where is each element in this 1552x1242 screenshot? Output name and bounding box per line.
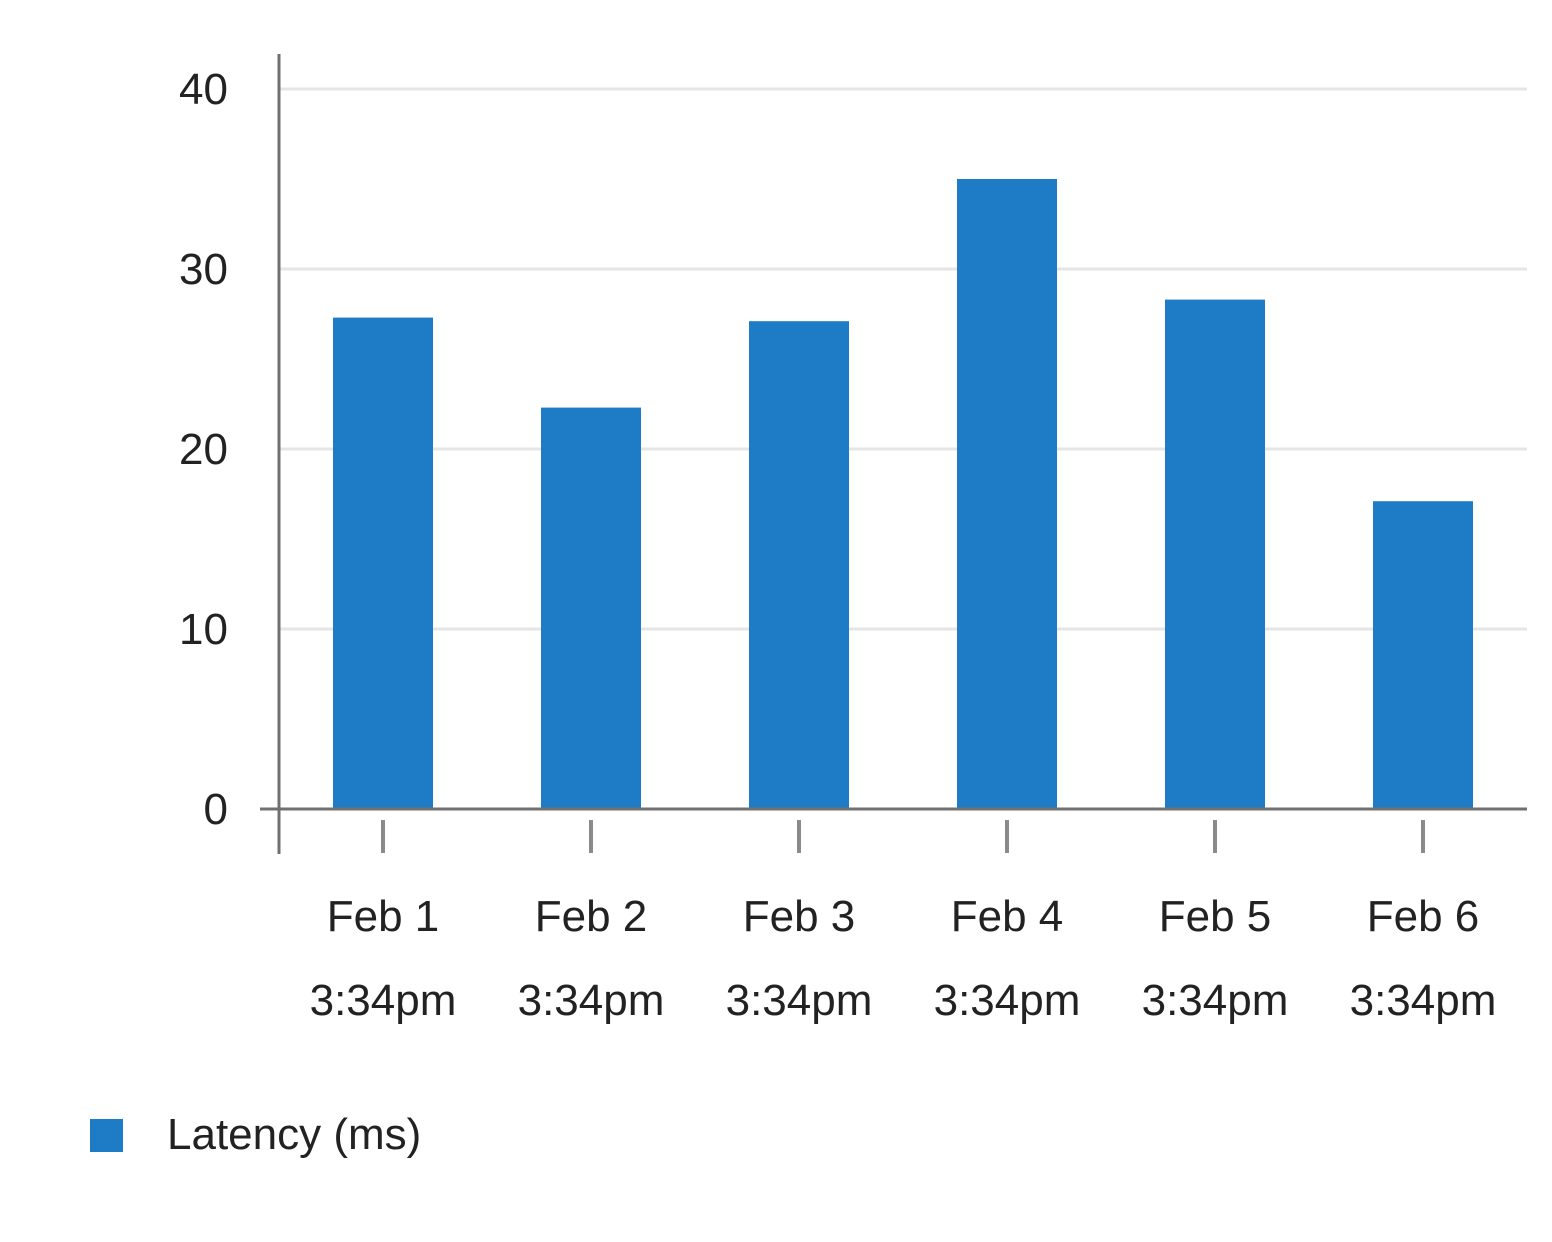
legend-label: Latency (ms) <box>167 1110 422 1159</box>
bar <box>749 321 849 809</box>
gridlines <box>279 87 1527 631</box>
x-tick-label: 3:34pm <box>934 976 1081 1025</box>
legend: Latency (ms) <box>90 1110 421 1160</box>
x-tick-label: 3:34pm <box>1142 976 1289 1025</box>
legend-swatch <box>90 1118 123 1152</box>
axes <box>260 54 1527 854</box>
bar-chart: 0 10 20 30 40 Feb 1 3:34pm Feb 2 3:34pm Feb 3 3:3… <box>179 54 1527 1025</box>
y-tick-label: 30 <box>179 245 228 294</box>
x-tick-label: Feb 1 <box>327 892 440 941</box>
x-tick-label: 3:34pm <box>1350 976 1497 1025</box>
bar <box>1165 299 1265 809</box>
x-tick-labels: Feb 1 3:34pm Feb 2 3:34pm Feb 3 3:34pm Feb 4 3:… <box>310 892 1497 1025</box>
x-tick-label: 3:34pm <box>518 976 665 1025</box>
bar <box>541 407 641 809</box>
x-tick-label: Feb 6 <box>1367 892 1480 941</box>
x-tick-label: Feb 4 <box>951 892 1064 941</box>
x-tick-label: Feb 2 <box>535 892 648 941</box>
x-tick-label: Feb 5 <box>1159 892 1272 941</box>
y-tick-label: 10 <box>179 605 228 654</box>
y-tick-label: 0 <box>204 785 228 834</box>
bar <box>333 317 433 809</box>
bars <box>333 179 1473 809</box>
y-tick-label: 40 <box>179 65 228 114</box>
bar <box>957 179 1057 809</box>
x-tick-label: 3:34pm <box>310 976 457 1025</box>
y-tick-label: 20 <box>179 425 228 474</box>
y-tick-labels: 0 10 20 30 40 <box>179 65 228 834</box>
bar <box>1373 501 1473 809</box>
x-tick-label: 3:34pm <box>726 976 873 1025</box>
x-tick-label: Feb 3 <box>743 892 856 941</box>
